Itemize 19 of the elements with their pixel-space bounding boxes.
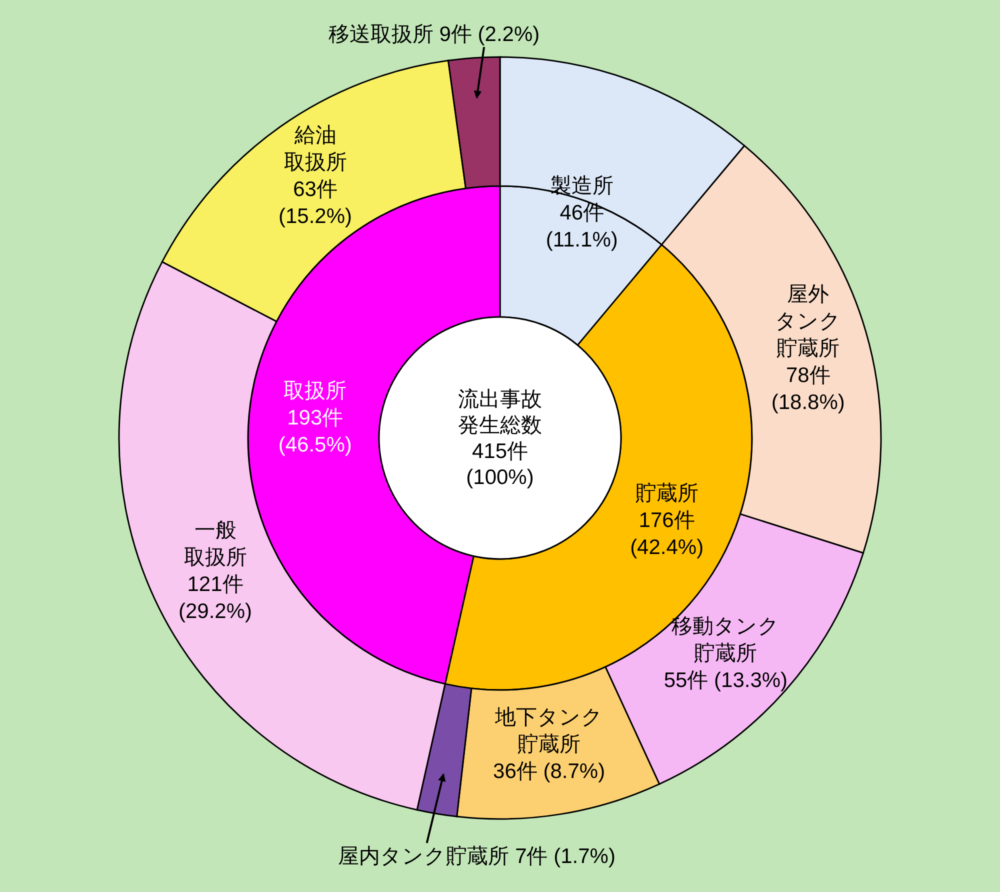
data-label: 36件 (8.7%) bbox=[493, 760, 606, 783]
slice-label: 取扱所 bbox=[284, 379, 347, 402]
data-label: 193件 (46.5%) bbox=[278, 406, 352, 456]
data-label: 46件 (11.1%) bbox=[546, 200, 618, 251]
data-label: 55件 (13.3%) bbox=[664, 668, 788, 692]
text: 流出事故発生総数 415件 (100%) bbox=[458, 388, 542, 488]
slice-label: 一般取扱所 bbox=[184, 518, 247, 568]
data-label: 78件 (18.8%) bbox=[771, 364, 845, 414]
data-label: 121件 (29.2%) bbox=[178, 572, 252, 622]
slice-label: 移送取扱所 9件 (2.2%) bbox=[328, 22, 540, 46]
slice-label: 貯蔵所 bbox=[635, 482, 698, 505]
data-label: 63件 (15.2%) bbox=[278, 177, 352, 228]
slice-label: 給油取扱所 bbox=[284, 123, 347, 174]
slice-label: 地下タンク貯蔵所 bbox=[494, 706, 604, 756]
slice-label: 屋内タンク貯蔵所 7件 (1.7%) bbox=[338, 844, 616, 868]
slice-label: 屋外タンク貯蔵所 bbox=[775, 282, 842, 360]
slice-label: 移動タンク貯蔵所 bbox=[672, 614, 780, 665]
slice-label: 製造所 bbox=[550, 174, 614, 197]
data-label: 176件 (42.4%) bbox=[630, 508, 704, 559]
